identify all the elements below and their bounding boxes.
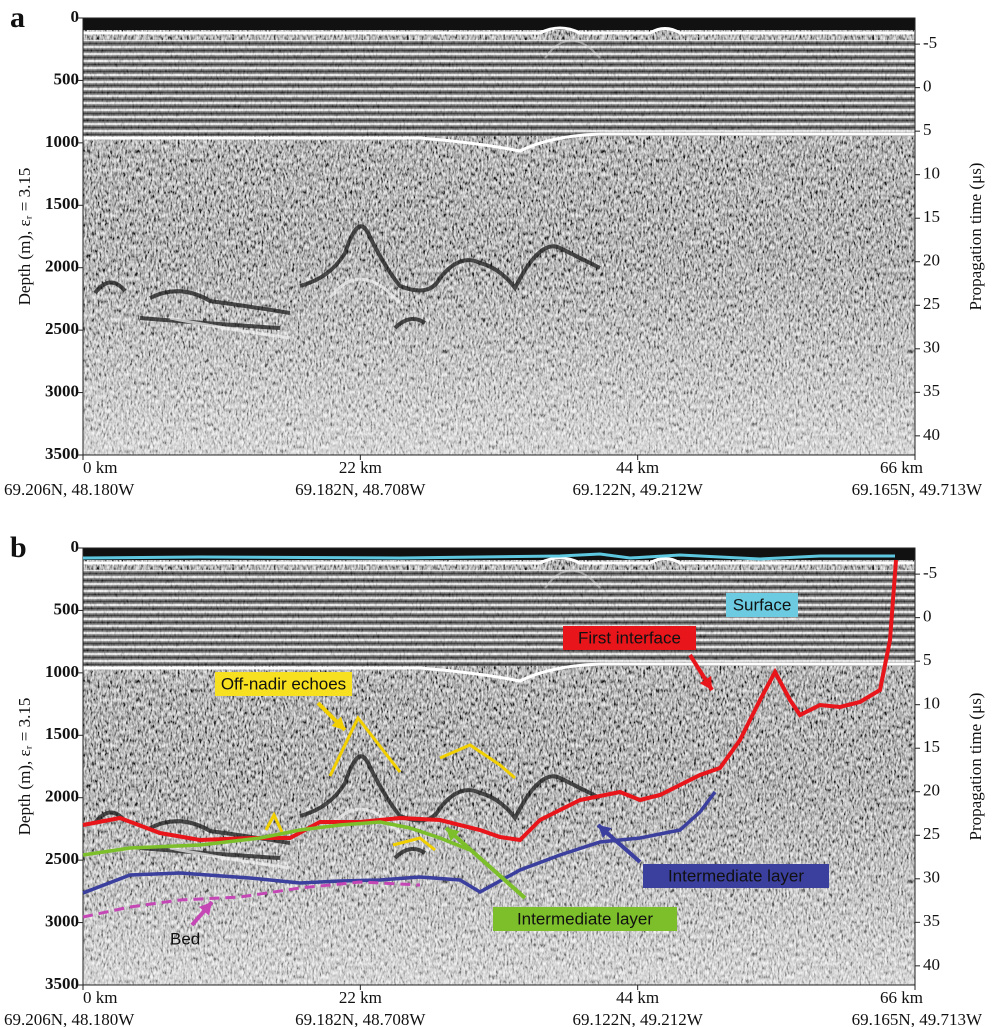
panel: b 0 500 1000 1500 2000 2500 3000 3500 -5 0 5 10 15 20 2… xyxy=(4,531,985,1027)
green-layer-label: Intermediate layer xyxy=(517,909,653,928)
y2-tick-label: 5 xyxy=(923,120,932,139)
y-tick-label: 2500 xyxy=(45,849,79,868)
blue-layer-label: Intermediate layer xyxy=(668,866,804,885)
y2-tick-label: 5 xyxy=(923,650,932,669)
coordinate-label: 69.182N, 48.708W xyxy=(295,480,426,499)
y-tick-label: 0 xyxy=(71,7,80,26)
y-tick-label: 3000 xyxy=(45,381,79,400)
y2-tick-label: 40 xyxy=(923,425,940,444)
radargram xyxy=(83,18,915,455)
y2-tick-label: 35 xyxy=(923,911,940,930)
y2-tick-label: 15 xyxy=(923,737,940,756)
y2-tick-label: -5 xyxy=(923,563,937,582)
off-nadir-line xyxy=(264,811,284,833)
off-nadir-label: Off-nadir echoes xyxy=(221,674,346,693)
y-tick-label: 0 xyxy=(71,537,80,556)
x-tick-label: 0 km xyxy=(83,458,117,477)
y2-axis-label: Propagation time (μs) xyxy=(966,693,985,841)
y2-tick-label: -5 xyxy=(923,33,937,52)
off-nadir-arrow-head xyxy=(331,716,345,730)
y-tick-label: 3500 xyxy=(45,444,79,463)
panels: a 0500100015002000250030003500-5051015202… xyxy=(4,1,985,1027)
plot-frame xyxy=(82,17,916,456)
coordinate-label: 69.165N, 49.713W xyxy=(852,1010,983,1027)
y-tick-label: 1500 xyxy=(45,724,79,743)
y-tick-label: 3000 xyxy=(45,911,79,930)
y2-tick-label: 30 xyxy=(923,338,940,357)
y2-tick-label: 20 xyxy=(923,781,940,800)
x-tick-label: 66 km xyxy=(880,988,923,1007)
green-layer-arrow-head xyxy=(446,828,460,842)
bed-arrow-head xyxy=(198,902,212,916)
coordinate-label: 69.122N, 49.212W xyxy=(573,1010,704,1027)
surface-label: Surface xyxy=(733,595,792,614)
blue-layer-line xyxy=(82,790,717,895)
y-tick-label: 1000 xyxy=(45,132,79,151)
x-tick-label: 66 km xyxy=(880,458,923,477)
y2-tick-label: 40 xyxy=(923,955,940,974)
x-tick-label: 22 km xyxy=(339,988,382,1007)
y2-tick-label: 20 xyxy=(923,251,940,270)
x-tick-label: 22 km xyxy=(339,458,382,477)
y2-tick-label: 35 xyxy=(923,381,940,400)
y-tick-label: 2000 xyxy=(45,787,79,806)
coordinate-label: 69.122N, 49.212W xyxy=(573,480,704,499)
bed-label: Bed xyxy=(170,929,200,948)
first-interface-label: First interface xyxy=(578,628,681,647)
panel-label: a xyxy=(10,1,25,34)
y-tick-label: 1000 xyxy=(45,662,79,681)
surface-line xyxy=(82,552,895,561)
y2-tick-label: 10 xyxy=(923,694,940,713)
y2-tick-label: 0 xyxy=(923,607,932,626)
y-tick-label: 2000 xyxy=(45,257,79,276)
coordinate-label: 69.206N, 48.180W xyxy=(4,1010,135,1027)
off-nadir-label-box xyxy=(215,672,352,696)
y2-tick-label: 30 xyxy=(923,868,940,887)
x-tick-label: 44 km xyxy=(616,458,659,477)
y-tick-label: 500 xyxy=(54,69,80,88)
y-tick-label: 3500 xyxy=(45,974,79,993)
y2-tick-label: 15 xyxy=(923,207,940,226)
blue-layer-arrow-head xyxy=(598,825,612,839)
off-nadir-line xyxy=(439,743,516,780)
green-layer-line xyxy=(82,820,471,857)
green-layer-arrow xyxy=(444,826,527,900)
bed-line xyxy=(82,880,421,919)
y-axis-label: Depth (m), εᵣ = 3.15 xyxy=(15,168,34,306)
y-tick-label: 1500 xyxy=(45,194,79,213)
y2-tick-label: 25 xyxy=(923,824,940,843)
blue-layer-label-box xyxy=(643,864,829,888)
x-tick-label: 44 km xyxy=(616,988,659,1007)
green-layer-label-box xyxy=(493,907,677,931)
first-interface-arrow-head xyxy=(699,676,712,690)
y2-tick-label: 0 xyxy=(923,77,932,96)
surface-label-box xyxy=(726,593,798,617)
first-interface-line xyxy=(82,559,898,843)
y2-axis-label: Propagation time (μs) xyxy=(966,163,985,311)
panel-label: b xyxy=(10,531,27,564)
y-axis-label: Depth (m), εᵣ = 3.15 xyxy=(15,698,34,836)
y-tick-label: 2500 xyxy=(45,319,79,338)
panel: a 0 500 1000 1500 2000 2500 3000 3500 -5 0 5 10 15 20 2… xyxy=(4,1,985,499)
y-tick-label: 500 xyxy=(54,599,80,618)
coordinate-label: 69.206N, 48.180W xyxy=(4,480,135,499)
x-tick-label: 0 km xyxy=(83,988,117,1007)
first-interface-label-box xyxy=(563,626,696,650)
plot-frame xyxy=(82,547,916,986)
y2-tick-label: 10 xyxy=(923,164,940,183)
coordinate-label: 69.182N, 48.708W xyxy=(295,1010,426,1027)
off-nadir-line xyxy=(392,836,436,852)
coordinate-label: 69.165N, 49.713W xyxy=(852,480,983,499)
off-nadir-line xyxy=(328,715,402,777)
y2-tick-label: 25 xyxy=(923,294,940,313)
